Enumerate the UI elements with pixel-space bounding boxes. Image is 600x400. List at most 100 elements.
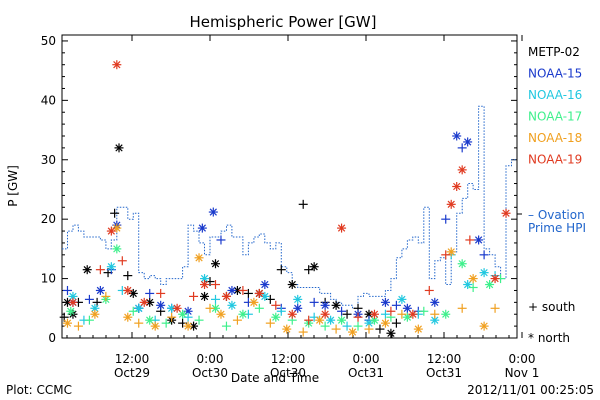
point-noaa-17-north [441,309,451,319]
x-tick-label-date: Oct31 [348,366,384,380]
point-noaa-18-south [331,324,341,334]
x-tick-label-time: 12:00 [115,352,150,366]
point-metp-02-south [375,324,385,334]
point-noaa-17-south [128,306,138,316]
chart-title: Hemispheric Power [GW] [190,13,377,31]
point-noaa-18-south [364,324,374,334]
point-noaa-15-north [293,303,303,313]
point-noaa-19-north [200,280,210,290]
point-noaa-18-north [413,324,423,334]
point-noaa-18-north [249,297,259,307]
point-metp-02-south [243,288,253,298]
point-noaa-18-south [167,312,177,322]
point-noaa-16-north [106,262,116,272]
point-noaa-15-north [227,285,237,295]
x-tick-label-time: 0:00 [509,352,536,366]
point-noaa-17-south [194,315,204,325]
point-noaa-19-north [320,309,330,319]
point-metp-02-north [128,288,138,298]
x-tick-label-time: 0:00 [197,352,224,366]
point-noaa-15-south [309,297,319,307]
ovation-label-line1: – Ovation [528,208,585,222]
point-noaa-15-south [337,306,347,316]
point-noaa-15-south [62,285,72,295]
point-noaa-18-north [183,321,193,331]
point-noaa-17-south [84,315,94,325]
point-noaa-15-north [197,223,207,233]
point-noaa-16-south [380,309,390,319]
point-noaa-18-north [479,321,489,331]
point-noaa-16-south [342,321,352,331]
point-noaa-19-south [424,285,434,295]
point-noaa-16-north [293,294,303,304]
point-noaa-19-north [452,182,462,191]
legend-item: NOAA-18 [528,131,582,145]
y-tick-label: 30 [41,153,56,167]
point-noaa-17-south [221,321,231,331]
point-noaa-18-north [194,253,204,263]
point-noaa-15-north [430,297,440,307]
point-noaa-19-north [172,303,182,313]
point-noaa-18-north [446,247,456,257]
point-noaa-16-south [210,294,220,304]
point-noaa-18-south [134,318,144,328]
point-metp-02-north [200,291,210,301]
point-noaa-17-south [419,306,429,316]
point-noaa-16-north [134,303,144,313]
point-noaa-18-south [73,321,83,331]
point-noaa-15-north [452,131,462,141]
point-metp-02-north [309,262,319,272]
point-noaa-19-south [210,280,220,290]
point-noaa-19-south [353,312,363,322]
ovation-step-line [62,105,517,309]
point-noaa-18-south [298,327,308,337]
point-noaa-17-north [271,312,281,322]
point-noaa-19-north [139,297,149,307]
point-noaa-15-north [380,297,390,307]
point-noaa-15-south [84,294,94,304]
point-noaa-18-north [123,312,133,322]
point-metp-02-north [331,300,341,310]
point-noaa-15-south [216,235,226,245]
point-noaa-16-north [463,280,473,290]
point-noaa-19-north [254,288,264,298]
point-noaa-18-south [205,303,215,313]
footer-plot-credit: Plot: CCMC [6,383,72,397]
x-axis: 12:00Oct290:00Oct3012:00Oct300:00Oct3112… [66,35,539,380]
point-noaa-17-south [320,321,330,331]
point-noaa-18-south [457,303,467,313]
point-metp-02-north [386,328,396,338]
y-tick-label: 0 [48,331,56,345]
point-noaa-18-north [150,321,160,331]
point-noaa-19-north [337,223,347,233]
point-noaa-19-north [446,199,456,209]
footer-timestamp: 2012/11/01 00:25:05 [467,383,594,397]
point-noaa-16-north [397,294,407,304]
point-noaa-17-south [254,303,264,313]
point-noaa-19-south [189,291,199,301]
point-noaa-15-north [474,235,484,245]
point-noaa-16-north [90,303,100,313]
point-noaa-18-north [282,324,292,334]
point-noaa-18-north [90,309,100,319]
point-noaa-19-north [490,274,500,284]
point-noaa-19-south [304,315,314,325]
point-metp-02-north [114,143,124,153]
point-noaa-18-north [216,309,226,319]
point-noaa-18-north [468,274,478,284]
y-axis-label: P [GW] [6,165,20,207]
point-noaa-17-north [178,309,188,319]
point-noaa-18-north [380,318,390,328]
point-metp-02-south [342,309,352,319]
point-noaa-17-north [145,315,155,325]
point-noaa-15-south [441,214,451,224]
point-noaa-15-north [95,285,105,295]
point-noaa-19-south [271,300,281,310]
point-noaa-19-south [386,306,396,316]
point-noaa-15-south [391,300,401,310]
legend-item: NOAA-19 [528,153,582,167]
point-noaa-17-north [457,259,467,269]
point-noaa-18-south [265,318,275,328]
point-noaa-18-south [490,303,500,313]
y-tick-label: 10 [41,272,56,286]
